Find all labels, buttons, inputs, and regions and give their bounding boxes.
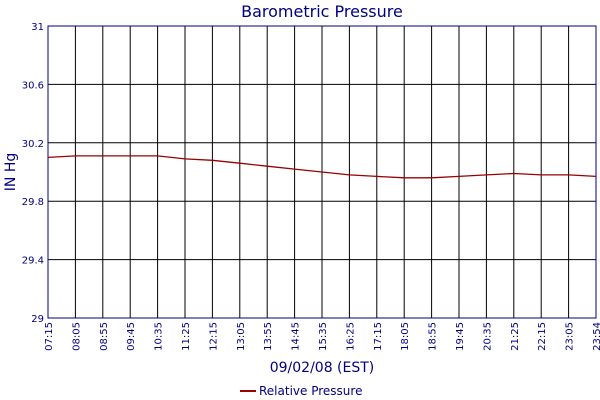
x-tick-label: 17:15 [373,322,384,351]
x-tick-label: 12:15 [208,322,219,351]
y-tick-label: 31 [31,22,44,33]
x-tick-label: 22:15 [537,322,548,351]
y-tick-label: 29 [31,314,44,325]
x-tick-label: 11:25 [181,322,192,351]
x-tick-label: 10:35 [154,322,165,351]
x-tick-label: 18:05 [400,322,411,351]
x-tick-label: 18:55 [428,322,439,351]
series-line-relative-pressure [47,155,597,179]
x-tick-labels: 07:15 08:05 08:55 09:45 10:35 11:25 12:15 13:05… [44,322,600,351]
x-tick-label: 13:55 [263,322,274,351]
x-tick-label: 08:05 [71,322,82,351]
legend-label: Relative Pressure [259,384,362,398]
x-axis-label: 09/02/08 (EST) [270,360,375,376]
x-tick-label: 08:55 [99,322,110,351]
y-tick-label: 30.2 [22,139,44,150]
x-tick-label: 20:35 [482,322,493,351]
x-tick-label: 14:45 [291,322,302,351]
x-tick-label: 07:15 [44,322,55,351]
x-tick-label: 13:05 [236,322,247,351]
chart-title: Barometric Pressure [241,2,403,21]
x-tick-label: 09:45 [126,322,137,351]
x-tick-label: 19:45 [455,322,466,351]
x-tick-label: 23:05 [565,322,576,351]
y-tick-label: 30.6 [22,80,44,91]
y-tick-label: 29.4 [22,256,44,267]
plot-area [47,25,597,319]
x-tick-label: 23:54 [592,322,600,351]
y-tick-label: 29.8 [22,197,44,208]
x-tick-label: 15:35 [318,322,329,351]
legend: Relative Pressure [240,384,362,398]
x-tick-label: 21:25 [510,322,521,351]
y-axis-label: IN Hg [3,153,19,191]
x-tick-label: 16:25 [345,322,356,351]
y-tick-labels: 29 29.4 29.8 30.2 30.6 31 [22,22,44,325]
